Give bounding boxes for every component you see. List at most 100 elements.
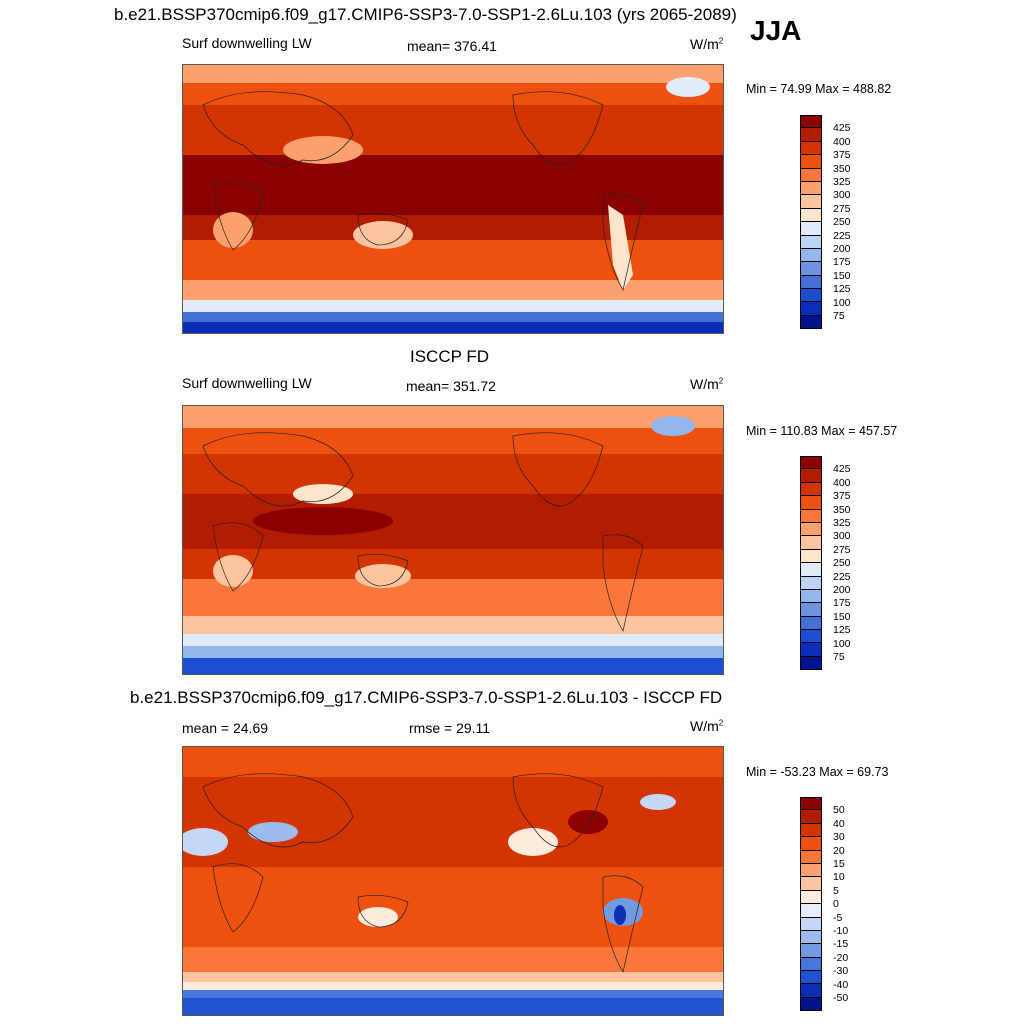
colorbar-tick-label: -10	[833, 925, 849, 937]
colorbar-swatch	[800, 810, 822, 824]
colorbar-swatch	[800, 603, 822, 617]
colorbar-tick-label: 75	[833, 310, 845, 322]
colorbar-swatch	[800, 549, 822, 564]
colorbar-swatch	[800, 930, 822, 945]
colorbar-tick-label: 175	[833, 597, 851, 610]
colorbar-swatch	[800, 850, 822, 864]
panel2-units: W/m2	[690, 376, 724, 392]
colorbar-swatch	[800, 823, 822, 838]
colorbar-tick-label: 100	[833, 296, 851, 309]
colorbar-tick-label: 75	[833, 651, 845, 663]
colorbar-tick-label: -50	[833, 992, 849, 1004]
colorbar-swatch	[800, 643, 822, 657]
colorbar-swatch	[800, 168, 822, 182]
colorbar-tick-label: 225	[833, 229, 851, 242]
colorbar-tick-label: 325	[833, 517, 851, 529]
panel2-colorbar	[800, 456, 822, 671]
colorbar-swatch	[800, 482, 822, 497]
colorbar-swatch	[800, 262, 822, 276]
colorbar-tick-label: 0	[833, 898, 839, 911]
panel2-mean-label: mean= 351.72	[406, 378, 496, 394]
colorbar-tick-label: 375	[833, 490, 851, 503]
panel3-units: W/m2	[690, 718, 724, 734]
colorbar-tick-label: 30	[833, 831, 845, 844]
colorbar-swatch	[800, 957, 822, 972]
colorbar-swatch	[800, 456, 822, 470]
colorbar-tick-label: 275	[833, 202, 851, 215]
colorbar-tick-label: 175	[833, 256, 851, 269]
colorbar-tick-label: 400	[833, 135, 851, 148]
colorbar-swatch	[800, 315, 822, 330]
panel2-colorbar-boxes	[800, 456, 822, 671]
panel1-map	[182, 64, 724, 334]
panel3-colorbar	[800, 797, 822, 1012]
colorbar-tick-label: -30	[833, 965, 849, 978]
colorbar-swatch	[800, 289, 822, 303]
panel3-title: b.e21.BSSP370cmip6.f09_g17.CMIP6-SSP3-7.…	[130, 688, 723, 707]
colorbar-swatch	[800, 522, 822, 537]
panel2-title: ISCCP FD	[410, 347, 490, 366]
colorbar-swatch	[800, 509, 822, 523]
colorbar-tick-label: -20	[833, 951, 849, 964]
colorbar-swatch	[800, 469, 822, 483]
colorbar-swatch	[800, 877, 822, 891]
colorbar-swatch	[800, 984, 822, 998]
colorbar-swatch	[800, 589, 822, 604]
colorbar-tick-label: 375	[833, 149, 851, 162]
colorbar-swatch	[800, 155, 822, 169]
colorbar-swatch	[800, 904, 822, 918]
colorbar-swatch	[800, 275, 822, 290]
colorbar-tick-label: 225	[833, 570, 851, 583]
panel2-map	[182, 405, 724, 675]
colorbar-swatch	[800, 971, 822, 985]
panel3-colorbar-boxes	[800, 797, 822, 1012]
colorbar-swatch	[800, 863, 822, 878]
colorbar-tick-label: -40	[833, 978, 849, 991]
colorbar-swatch	[800, 141, 822, 156]
panel1-units: W/m2	[690, 36, 724, 52]
colorbar-tick-label: 300	[833, 530, 851, 543]
colorbar-swatch	[800, 563, 822, 577]
colorbar-tick-label: 400	[833, 476, 851, 489]
colorbar-tick-label: 5	[833, 884, 839, 897]
panel3-map-plot	[183, 747, 723, 1015]
panel1-title: b.e21.BSSP370cmip6.f09_g17.CMIP6-SSP3-7.…	[114, 5, 737, 24]
colorbar-swatch	[800, 890, 822, 905]
colorbar-tick-label: 125	[833, 283, 851, 296]
colorbar-tick-label: 20	[833, 844, 845, 857]
panel1-map-plot	[183, 65, 723, 333]
colorbar-swatch	[800, 222, 822, 236]
colorbar-swatch	[800, 496, 822, 510]
colorbar-swatch	[800, 917, 822, 931]
colorbar-swatch	[800, 208, 822, 223]
colorbar-swatch	[800, 616, 822, 631]
colorbar-swatch	[800, 195, 822, 209]
colorbar-tick-label: 100	[833, 637, 851, 650]
colorbar-tick-label: 350	[833, 503, 851, 516]
colorbar-swatch	[800, 656, 822, 671]
colorbar-swatch	[800, 128, 822, 142]
panel3-map	[182, 746, 724, 1016]
panel1-mean-label: mean= 376.41	[407, 38, 497, 54]
colorbar-tick-label: -5	[833, 911, 843, 924]
colorbar-tick-label: -15	[833, 938, 849, 951]
colorbar-tick-label: 425	[833, 122, 851, 135]
colorbar-swatch	[800, 630, 822, 644]
colorbar-swatch	[800, 837, 822, 851]
panel2-map-plot	[183, 406, 723, 674]
colorbar-swatch	[800, 997, 822, 1012]
colorbar-tick-label: 350	[833, 162, 851, 175]
colorbar-swatch	[800, 944, 822, 958]
panel1-variable-label: Surf downwelling LW	[182, 35, 312, 51]
colorbar-tick-label: 250	[833, 557, 851, 570]
colorbar-tick-label: 150	[833, 610, 851, 623]
colorbar-swatch	[800, 248, 822, 263]
colorbar-swatch	[800, 536, 822, 550]
season-label: JJA	[750, 15, 802, 46]
panel3-rmse-label: rmse = 29.11	[409, 720, 491, 736]
colorbar-tick-label: 250	[833, 216, 851, 229]
panel2-variable-label: Surf downwelling LW	[182, 375, 312, 391]
panel3-mean-label: mean = 24.69	[182, 720, 269, 736]
panel1-colorbar	[800, 115, 822, 330]
colorbar-tick-label: 10	[833, 871, 845, 884]
